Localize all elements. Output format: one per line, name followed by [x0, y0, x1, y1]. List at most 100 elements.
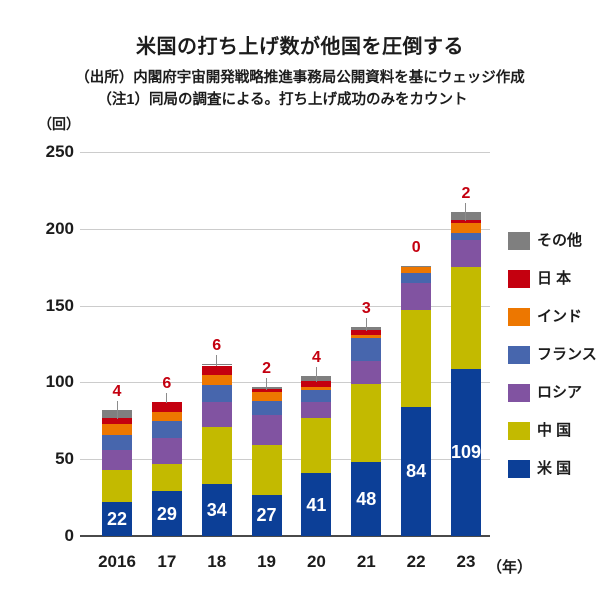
legend-swatch-米国	[508, 460, 530, 478]
bar-top-leader-2016	[116, 401, 118, 419]
bar-segment-インド-20	[301, 387, 332, 391]
bar-segment-米国-21	[351, 462, 382, 536]
bar-segment-米国-19	[251, 494, 282, 536]
legend-swatch-ロシア	[508, 384, 530, 402]
bar-segment-日本-17	[151, 402, 182, 412]
x-tick-label-21: 21	[356, 552, 376, 571]
x-tick-label-23: 23	[456, 552, 476, 571]
bar-segment-フランス-21	[351, 337, 382, 361]
gridline-250	[80, 152, 490, 153]
bar-segment-ロシア-17	[151, 437, 182, 464]
bar-top-value-19: 2	[262, 360, 272, 377]
bar-segment-ロシア-22	[401, 282, 432, 311]
bar-top-value-2016: 4	[112, 383, 122, 401]
bar-inside-value-17: 29	[156, 503, 177, 524]
y-axis-unit-label: （回）	[38, 116, 80, 132]
x-tick-label-19: 19	[257, 552, 277, 571]
x-axis-line	[80, 535, 490, 537]
bar-top-value-18: 6	[212, 336, 222, 354]
bar-segment-インド-19	[251, 391, 282, 401]
bar-segment-米国-17	[151, 491, 182, 536]
bar-segment-ロシア-18	[201, 402, 232, 427]
bar-segment-ロシア-20	[301, 402, 332, 418]
bar-top-leader-23	[465, 202, 467, 221]
y-tick-label-200: 200	[45, 218, 74, 238]
bar-segment-日本-18	[201, 365, 232, 375]
x-axis-unit-label: （年）	[487, 559, 533, 576]
legend-label-日本: 日 本	[537, 270, 572, 287]
bar-segment-中国-21	[351, 383, 382, 463]
bar-segment-ロシア-23	[450, 239, 481, 268]
bar-top-leader-20	[315, 367, 317, 382]
x-tick-label-17: 17	[157, 552, 177, 571]
bar-inside-value-22: 84	[406, 461, 427, 482]
bar-inside-value-2016: 22	[106, 509, 128, 530]
bar-top-leader-21	[365, 318, 367, 332]
x-tick-label-20: 20	[306, 552, 326, 571]
bar-top-value-21: 3	[361, 300, 371, 318]
y-tick-label-0: 0	[64, 526, 74, 545]
bar-segment-米国-22	[401, 406, 432, 536]
bar-segment-米国-2016	[102, 502, 132, 536]
y-tick-label-50: 50	[55, 449, 74, 469]
bar-segment-インド-22	[401, 267, 432, 274]
gridline-150	[80, 305, 490, 307]
bar-top-value-22: 0	[411, 238, 421, 256]
legend-label-中国: 中 国	[537, 422, 572, 439]
bar-segment-フランス-2016	[102, 434, 132, 450]
legend-swatch-インド	[508, 308, 530, 326]
bar-segment-中国-18	[201, 426, 232, 484]
legend-swatch-中国	[508, 422, 530, 440]
x-tick-label-18: 18	[207, 552, 227, 571]
bar-segment-日本-20	[301, 380, 332, 387]
bar-inside-value-21: 48	[356, 489, 377, 510]
method-note: （注1）同局の調査による。打ち上げ成功のみをカウント	[97, 92, 468, 108]
bar-segment-ロシア-21	[351, 360, 382, 384]
bar-inside-value-20: 41	[306, 494, 327, 515]
bar-segment-インド-21	[351, 334, 382, 338]
bar-segment-米国-23	[450, 368, 481, 536]
page-title: 米国の打ち上げ数が他国を圧倒する	[136, 36, 464, 58]
bar-segment-インド-17	[151, 411, 182, 421]
bar-segment-中国-22	[401, 310, 432, 407]
bar-top-leader-18	[216, 354, 218, 367]
bar-segment-米国-20	[301, 473, 332, 536]
bar-segment-日本-23	[450, 219, 481, 223]
bar-segment-中国-17	[151, 463, 182, 492]
gridline-200	[80, 228, 490, 230]
bar-segment-ロシア-19	[251, 414, 282, 446]
bar-top-leader-17	[166, 393, 168, 404]
bar-segment-インド-18	[201, 374, 232, 386]
y-tick-label-150: 150	[45, 295, 74, 315]
bar-segment-中国-23	[450, 267, 481, 369]
legend-swatch-フランス	[508, 346, 530, 364]
x-tick-label-22: 22	[406, 552, 426, 571]
legend-swatch-その他	[508, 232, 530, 250]
gridline-100	[80, 382, 490, 384]
bar-segment-フランス-23	[450, 233, 481, 240]
bar-top-value-23: 2	[461, 184, 471, 202]
bar-segment-日本-21	[351, 330, 382, 335]
bar-segment-フランス-17	[151, 420, 182, 438]
y-tick-label-250: 250	[45, 142, 74, 161]
x-tick-label-2016: 2016	[98, 552, 136, 571]
y-tick-label-100: 100	[45, 372, 74, 392]
bar-segment-その他-22	[401, 265, 432, 268]
bar-top-leader-19	[266, 378, 268, 390]
bar-segment-フランス-18	[201, 385, 232, 403]
bar-segment-日本-2016	[102, 417, 132, 424]
bar-segment-インド-2016	[102, 423, 132, 435]
bar-inside-value-19: 27	[256, 505, 277, 526]
bar-segment-米国-18	[201, 483, 232, 536]
legend-label-米国: 米 国	[537, 460, 572, 477]
bar-segment-ロシア-2016	[102, 449, 132, 470]
source-note: （出所）内閣府宇宙開発戦略推進事務局公開資料を基にウェッジ作成	[75, 70, 525, 86]
bar-top-value-20: 4	[311, 349, 321, 367]
legend-label-フランス: フランス	[537, 346, 597, 363]
bar-segment-中国-19	[251, 445, 282, 495]
bar-inside-value-23: 109	[450, 442, 481, 463]
bar-segment-中国-20	[301, 417, 332, 473]
bar-segment-日本-19	[251, 388, 282, 392]
bar-top-value-17: 6	[162, 375, 172, 393]
